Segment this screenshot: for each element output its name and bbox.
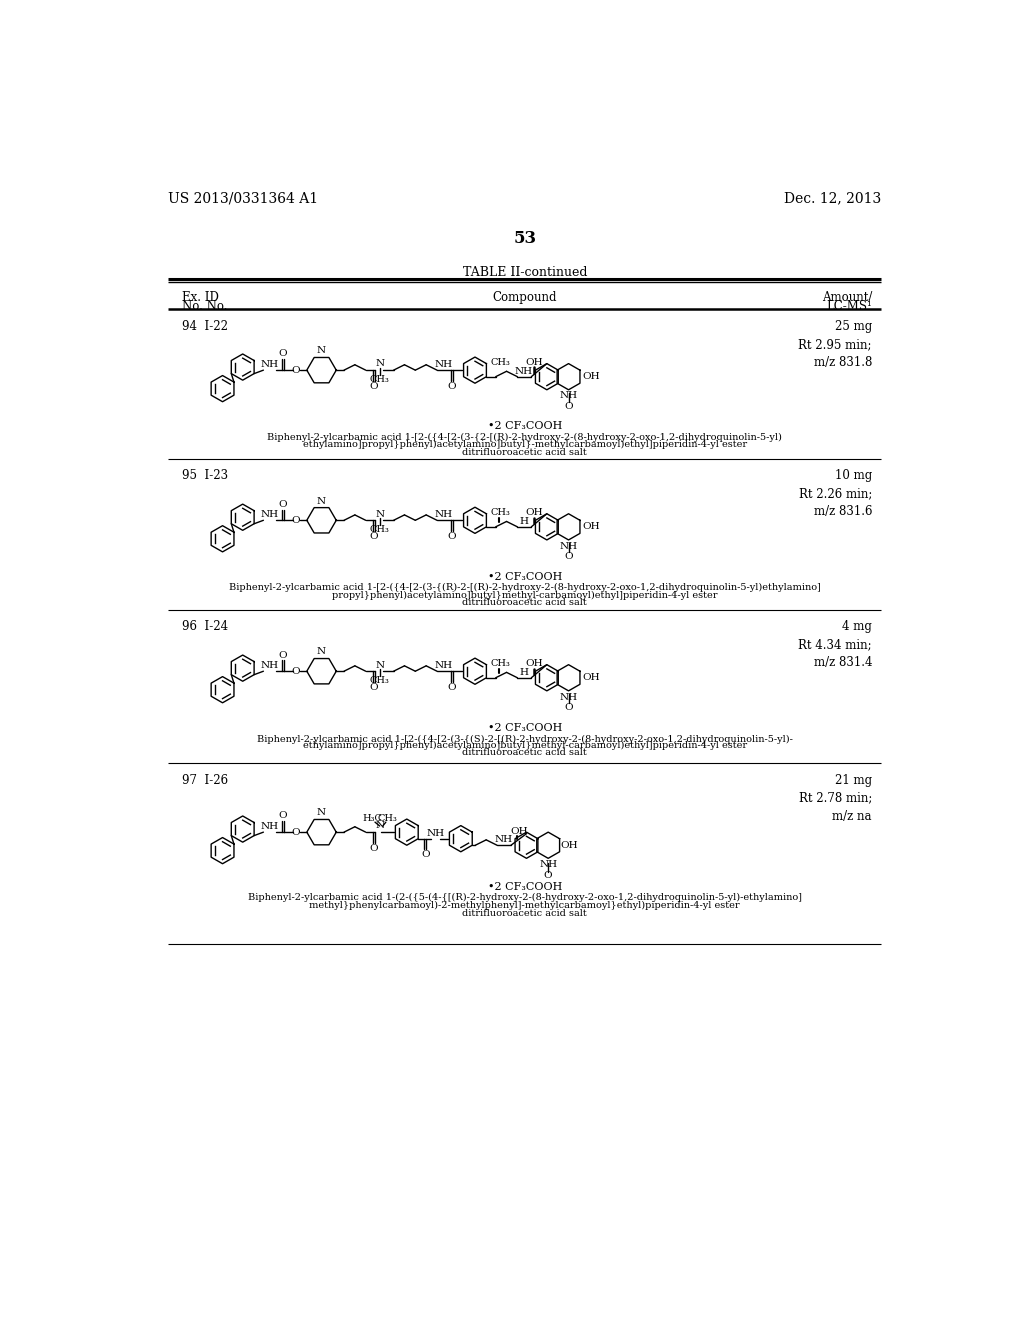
Text: O: O bbox=[370, 682, 378, 692]
Text: OH: OH bbox=[525, 358, 544, 367]
Text: NH: NH bbox=[260, 511, 279, 519]
Text: 94  I-22: 94 I-22 bbox=[182, 321, 228, 333]
Text: CH₃: CH₃ bbox=[490, 358, 510, 367]
Text: •2 CF₃COOH: •2 CF₃COOH bbox=[487, 421, 562, 432]
Text: OH: OH bbox=[583, 523, 600, 532]
Text: 25 mg
Rt 2.95 min;
m/z 831.8: 25 mg Rt 2.95 min; m/z 831.8 bbox=[799, 321, 872, 370]
Text: N: N bbox=[375, 660, 384, 669]
Text: ditrifluoroacetic acid salt: ditrifluoroacetic acid salt bbox=[463, 447, 587, 457]
Text: NH: NH bbox=[495, 836, 512, 845]
Text: O: O bbox=[447, 682, 456, 692]
Text: N: N bbox=[375, 510, 384, 519]
Text: CH₃: CH₃ bbox=[490, 660, 510, 668]
Text: Biphenyl-2-ylcarbamic acid 1-[2-({4-[2-(3-{(S)-2-[(R)-2-hydroxy-2-(8-hydroxy-2-o: Biphenyl-2-ylcarbamic acid 1-[2-({4-[2-(… bbox=[257, 734, 793, 743]
Text: Amount/: Amount/ bbox=[821, 290, 872, 304]
Text: O: O bbox=[292, 828, 300, 837]
Text: O: O bbox=[292, 667, 300, 676]
Text: O: O bbox=[421, 850, 430, 859]
Text: O: O bbox=[447, 381, 456, 391]
Text: NH: NH bbox=[426, 829, 444, 838]
Text: No. No.: No. No. bbox=[182, 300, 227, 313]
Text: N: N bbox=[317, 648, 326, 656]
Text: ditrifluoroacetic acid salt: ditrifluoroacetic acid salt bbox=[463, 908, 587, 917]
Text: NH: NH bbox=[260, 822, 279, 832]
Text: O: O bbox=[447, 532, 456, 541]
Text: OH: OH bbox=[583, 673, 600, 682]
Text: O: O bbox=[370, 381, 378, 391]
Text: O: O bbox=[279, 350, 287, 359]
Text: NH: NH bbox=[260, 360, 279, 370]
Text: Biphenyl-2-ylcarbamic acid 1-(2-({5-(4-{[(R)-2-hydroxy-2-(8-hydroxy-2-oxo-1,2-di: Biphenyl-2-ylcarbamic acid 1-(2-({5-(4-{… bbox=[248, 894, 802, 902]
Text: NH: NH bbox=[434, 511, 453, 519]
Text: N: N bbox=[317, 346, 326, 355]
Text: CH₃: CH₃ bbox=[370, 375, 389, 384]
Text: NH: NH bbox=[539, 861, 557, 869]
Text: N: N bbox=[375, 821, 384, 830]
Text: Biphenyl-2-ylcarbamic acid 1-[2-({4-[2-(3-{2-[(R)-2-hydroxy-2-(8-hydroxy-2-oxo-1: Biphenyl-2-ylcarbamic acid 1-[2-({4-[2-(… bbox=[267, 433, 782, 442]
Text: O: O bbox=[279, 651, 287, 660]
Text: 21 mg
Rt 2.78 min;
m/z na: 21 mg Rt 2.78 min; m/z na bbox=[799, 774, 872, 822]
Text: US 2013/0331364 A1: US 2013/0331364 A1 bbox=[168, 191, 318, 206]
Text: NH: NH bbox=[559, 392, 578, 400]
Text: NH: NH bbox=[559, 541, 578, 550]
Text: 95  I-23: 95 I-23 bbox=[182, 470, 228, 483]
Text: NH: NH bbox=[559, 693, 578, 701]
Text: Dec. 12, 2013: Dec. 12, 2013 bbox=[784, 191, 882, 206]
Text: O: O bbox=[544, 871, 553, 879]
Text: NH: NH bbox=[260, 661, 279, 671]
Text: OH: OH bbox=[525, 508, 544, 517]
Text: N: N bbox=[375, 359, 384, 368]
Text: propyl}phenyl)acetylamino]butyl}methyl-carbamoyl)ethyl]piperidin-4-yl ester: propyl}phenyl)acetylamino]butyl}methyl-c… bbox=[332, 590, 718, 599]
Text: O: O bbox=[564, 403, 572, 412]
Text: OH: OH bbox=[560, 841, 578, 850]
Text: O: O bbox=[279, 812, 287, 821]
Text: H₃C: H₃C bbox=[361, 814, 382, 822]
Text: •2 CF₃COOH: •2 CF₃COOH bbox=[487, 723, 562, 733]
Text: N: N bbox=[317, 808, 326, 817]
Text: NH: NH bbox=[434, 360, 453, 370]
Text: O: O bbox=[370, 843, 378, 853]
Text: ethylamino]propyl}phenyl)acetylamino]butyl}methyl-carbamoyl)ethyl]piperidin-4-yl: ethylamino]propyl}phenyl)acetylamino]but… bbox=[303, 742, 746, 751]
Text: Ex. ID: Ex. ID bbox=[182, 290, 219, 304]
Text: ditrifluoroacetic acid salt: ditrifluoroacetic acid salt bbox=[463, 598, 587, 607]
Text: OH: OH bbox=[510, 826, 527, 836]
Text: OH: OH bbox=[583, 372, 600, 381]
Text: Compound: Compound bbox=[493, 290, 557, 304]
Text: •2 CF₃COOH: •2 CF₃COOH bbox=[487, 882, 562, 892]
Text: O: O bbox=[292, 366, 300, 375]
Text: •2 CF₃COOH: •2 CF₃COOH bbox=[487, 573, 562, 582]
Text: 97  I-26: 97 I-26 bbox=[182, 774, 228, 787]
Text: O: O bbox=[292, 516, 300, 525]
Text: N: N bbox=[317, 496, 326, 506]
Text: NH: NH bbox=[434, 661, 453, 671]
Text: LC-MS¹: LC-MS¹ bbox=[826, 300, 872, 313]
Text: O: O bbox=[279, 500, 287, 508]
Text: CH₃: CH₃ bbox=[370, 676, 389, 685]
Text: Biphenyl-2-ylcarbamic acid 1-[2-({4-[2-(3-{(R)-2-[(R)-2-hydroxy-2-(8-hydroxy-2-o: Biphenyl-2-ylcarbamic acid 1-[2-({4-[2-(… bbox=[228, 582, 821, 591]
Text: CH₃: CH₃ bbox=[370, 525, 389, 535]
Text: H: H bbox=[519, 517, 528, 525]
Text: O: O bbox=[564, 552, 572, 561]
Text: 96  I-24: 96 I-24 bbox=[182, 620, 228, 634]
Text: O: O bbox=[564, 704, 572, 713]
Text: 53: 53 bbox=[513, 230, 537, 247]
Text: CH₃: CH₃ bbox=[378, 814, 397, 822]
Text: NH: NH bbox=[514, 367, 532, 376]
Text: OH: OH bbox=[525, 660, 544, 668]
Text: TABLE II-continued: TABLE II-continued bbox=[463, 265, 587, 279]
Text: methyl}phenylcarbamoyl)-2-methylphenyl]-methylcarbamoyl}ethyl)piperidin-4-yl est: methyl}phenylcarbamoyl)-2-methylphenyl]-… bbox=[309, 900, 740, 909]
Text: ethylamino]propyl}phenyl)acetylamino]butyl}-methylcarbamoyl)ethyl]piperidin-4-yl: ethylamino]propyl}phenyl)acetylamino]but… bbox=[303, 441, 746, 449]
Text: 4 mg
Rt 4.34 min;
m/z 831.4: 4 mg Rt 4.34 min; m/z 831.4 bbox=[799, 620, 872, 669]
Text: O: O bbox=[370, 532, 378, 541]
Text: 10 mg
Rt 2.26 min;
m/z 831.6: 10 mg Rt 2.26 min; m/z 831.6 bbox=[799, 470, 872, 519]
Text: ditrifluoroacetic acid salt: ditrifluoroacetic acid salt bbox=[463, 748, 587, 758]
Text: CH₃: CH₃ bbox=[490, 508, 510, 517]
Text: H: H bbox=[519, 668, 528, 677]
